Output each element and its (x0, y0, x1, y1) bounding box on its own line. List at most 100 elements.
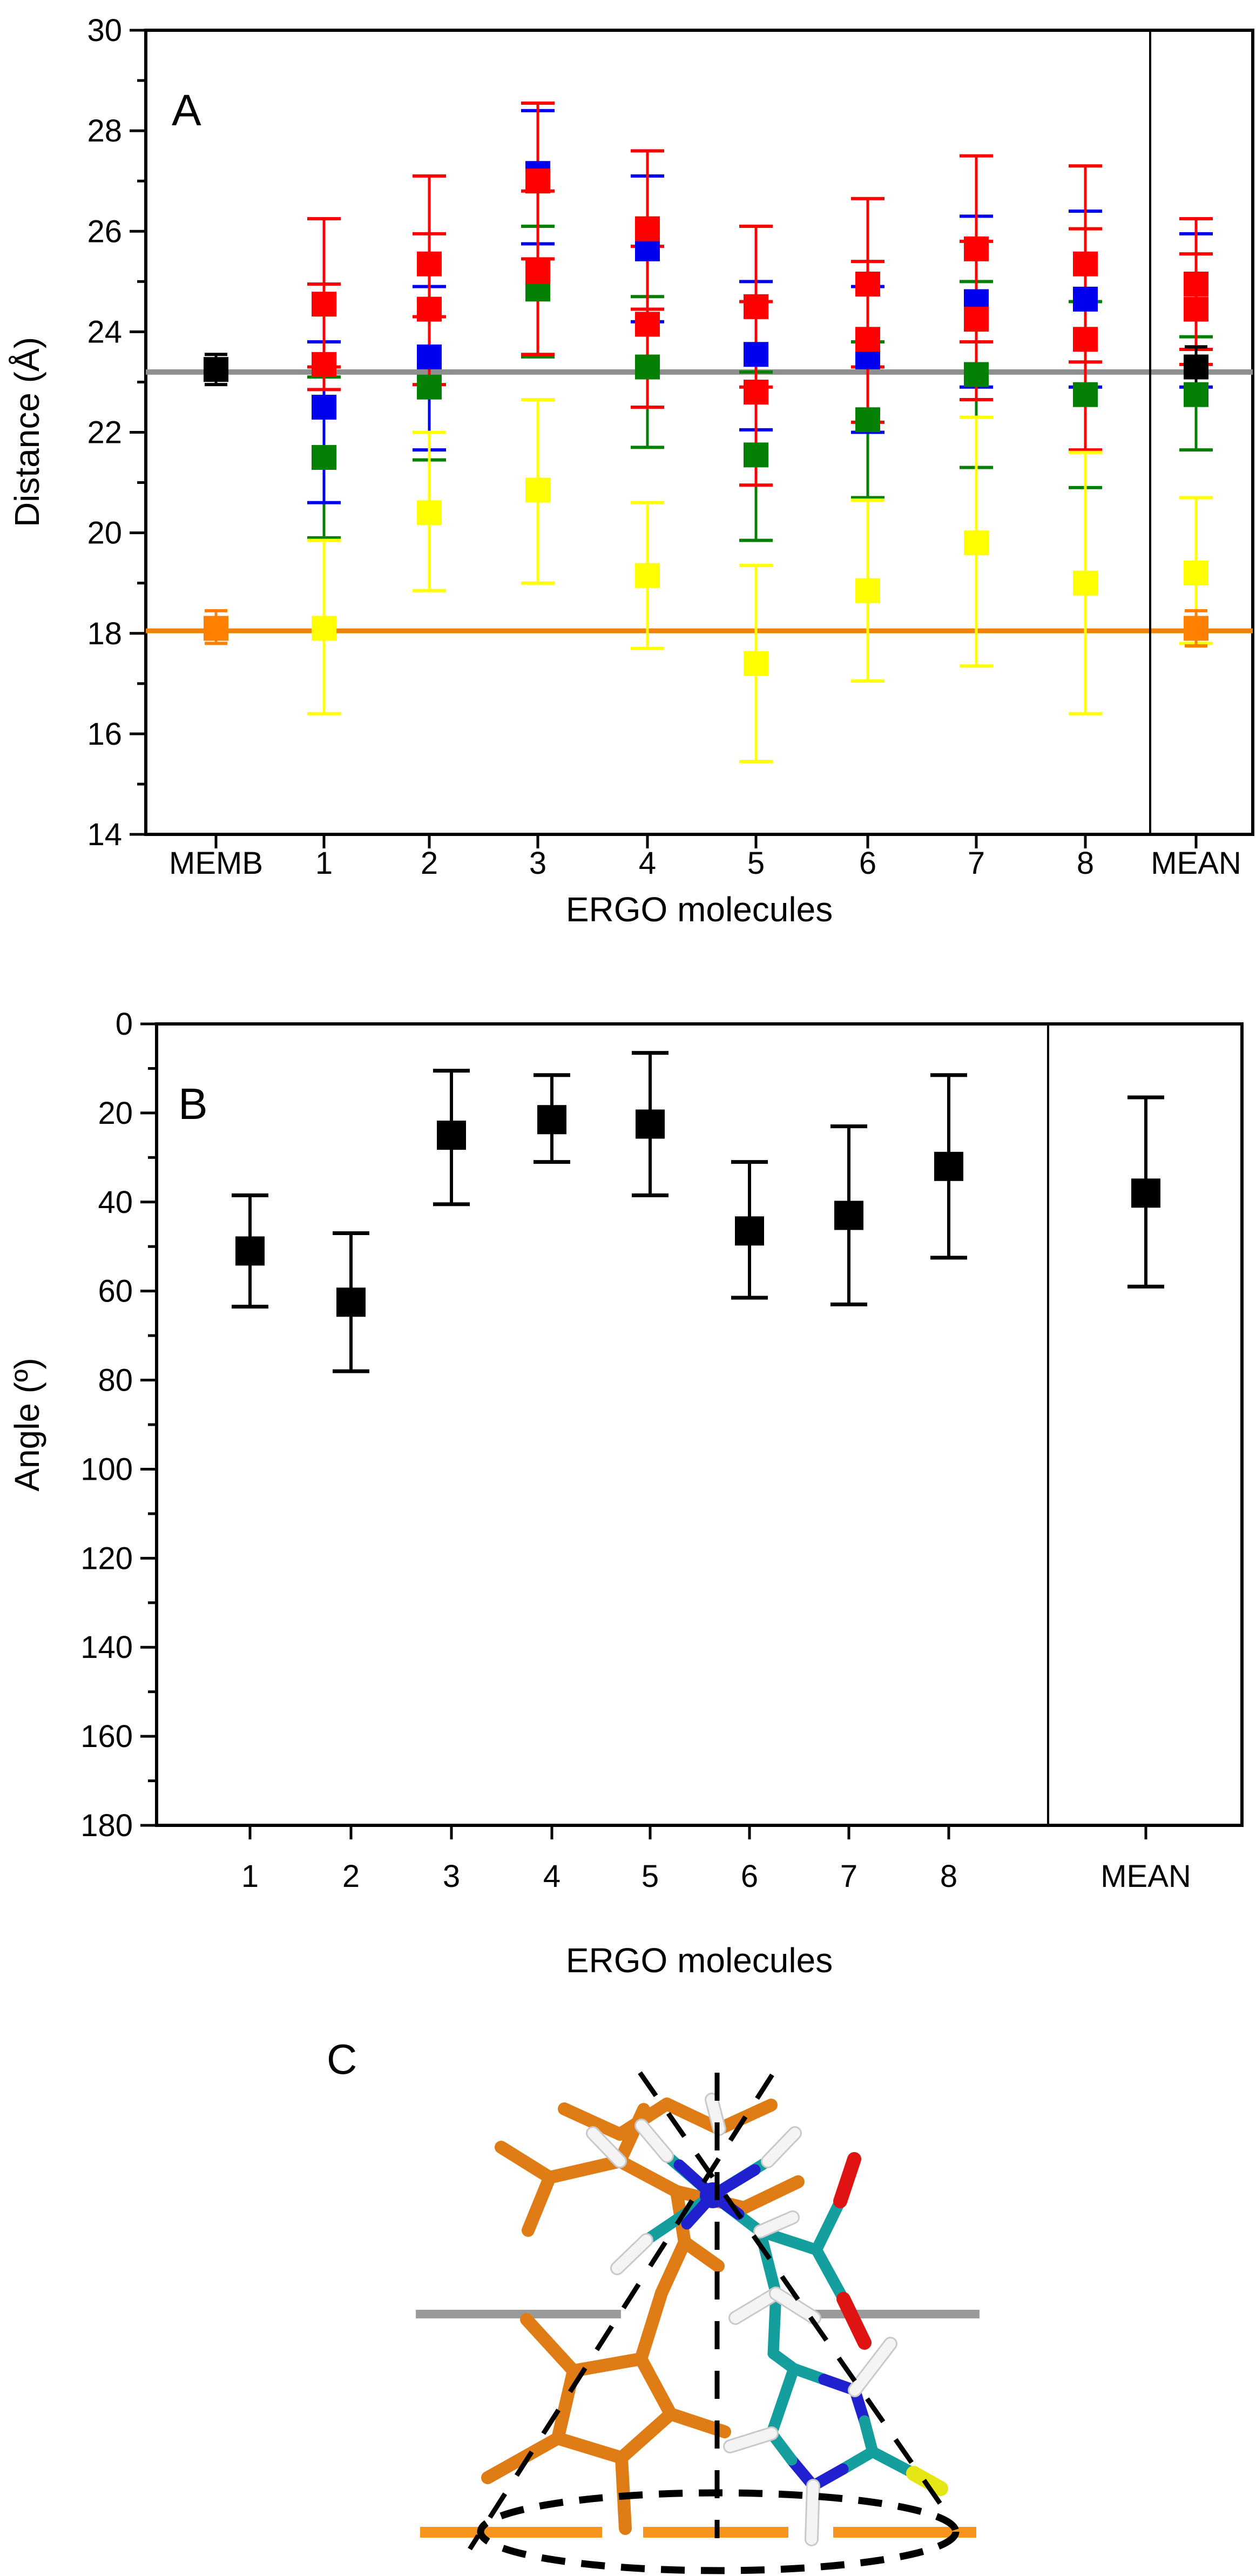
teal-molecule-stick (837, 2446, 879, 2475)
membrane-gray-bar (416, 2310, 621, 2318)
y-tick-label: 28 (87, 113, 122, 149)
data-point (855, 327, 880, 352)
data-point (312, 292, 336, 317)
y-tick-label: 60 (98, 1274, 133, 1309)
molecule-illustration (416, 2071, 980, 2574)
orange-molecule-stick (613, 2155, 683, 2198)
orange-molecule-stick (481, 2432, 564, 2484)
y-tick-label: 140 (80, 1630, 133, 1665)
data-point (1073, 570, 1098, 596)
x-tick-label: 2 (421, 846, 438, 881)
orange-molecule-stick (615, 2408, 677, 2464)
data-point (855, 271, 880, 296)
data-point (336, 1287, 366, 1317)
y-tick-label: 14 (87, 817, 122, 852)
orange-molecule-stick (634, 2287, 668, 2365)
y-tick-label: 20 (98, 1096, 133, 1131)
hydrogen-stick (755, 2212, 798, 2237)
data-point (312, 352, 336, 377)
data-point (964, 236, 989, 261)
data-point (417, 251, 442, 277)
data-point (1073, 286, 1098, 312)
x-tick-label: 7 (840, 1859, 857, 1894)
data-point (635, 216, 660, 241)
panel-a-plot: 14 16 18 20 22 24 26 28 30 MEMB 1 2 3 4 5 6 7 8 MEAN (87, 13, 1254, 881)
panel-c-label: C (327, 2035, 357, 2083)
y-tick-label: 120 (80, 1541, 133, 1576)
data-point (1184, 271, 1208, 296)
oxygen-stick (833, 2152, 861, 2208)
data-point (934, 1151, 963, 1181)
teal-molecule-stick (811, 2195, 846, 2256)
teal-molecule-stick (867, 2446, 920, 2479)
hydrogen-stick (636, 2120, 672, 2161)
data-point (1073, 251, 1098, 277)
data-point (312, 394, 336, 420)
teal-molecule-stick (766, 2363, 800, 2439)
data-point (1184, 382, 1208, 407)
orange-molecule-stick (551, 2364, 580, 2445)
teal-molecule-stick (767, 2288, 782, 2359)
panel-c: C (327, 2035, 980, 2574)
panel-a-xlabel: ERGO molecules (566, 890, 833, 929)
plot-frame (155, 1022, 1244, 1827)
data-point (964, 530, 989, 556)
x-tick-label: 4 (639, 846, 656, 881)
data-point (1184, 296, 1208, 322)
orange-molecule-stick (738, 2175, 805, 2214)
x-tick-label: 1 (315, 846, 333, 881)
cone-side-dashed-line (468, 2073, 774, 2551)
orange-molecule-stick (520, 2313, 580, 2377)
data-point (1073, 382, 1098, 407)
y-tick-label: 26 (87, 214, 122, 249)
y-tick-label: 40 (98, 1185, 133, 1220)
panel-b-xlabel: ERGO molecules (566, 1941, 833, 1980)
membrane-orange-bar (833, 2527, 976, 2538)
panel-b: B Angle (º) ERGO molecules 0 20 40 60 80 100 1… (8, 1007, 1244, 1980)
data-point (635, 563, 660, 588)
data-point (1131, 1178, 1160, 1208)
x-tick-label: 8 (1077, 846, 1094, 881)
hydrogen-stick (725, 2428, 777, 2452)
teal-molecule-stick (811, 2244, 849, 2305)
data-point (204, 616, 228, 641)
data-point (744, 380, 768, 405)
y-tick-label: 100 (80, 1452, 133, 1487)
cone-side-dashed-line (638, 2071, 951, 2518)
data-point (417, 374, 442, 400)
orange-molecule-stick (655, 2236, 691, 2299)
x-tick-label: 2 (342, 1859, 360, 1894)
data-point (964, 362, 989, 387)
x-tick-label: 3 (443, 1859, 460, 1894)
data-point (855, 407, 880, 433)
data-point (1184, 354, 1208, 380)
y-tick-label: 22 (87, 415, 122, 450)
data-point (834, 1201, 863, 1230)
panel-b-plot: 0 20 40 60 80 100 120 140 160 180 1 2 3 4 5 6 7 8 MEAN (80, 1007, 1244, 1894)
x-tick-label: 7 (968, 846, 985, 881)
y-tick-label: 0 (116, 1007, 133, 1042)
x-tick-label: 6 (741, 1859, 758, 1894)
x-tick-label: 5 (641, 1859, 659, 1894)
data-point (1073, 327, 1098, 352)
oxygen-stick (836, 2292, 872, 2350)
data-point (312, 445, 336, 470)
x-tick-label: 6 (859, 846, 876, 881)
data-point (735, 1216, 764, 1246)
data-point (537, 1105, 566, 1135)
x-tick-label: MEAN (1100, 1859, 1191, 1894)
panel-a: A Distance (Å) ERGO molecules 1416182022… (8, 13, 1254, 929)
y-tick-label: 18 (87, 616, 122, 651)
hydrogen-stick (806, 2480, 819, 2545)
hydrogen-stick (849, 2338, 896, 2396)
membrane-gray-bar (810, 2310, 980, 2318)
orange-molecule-stick (495, 2141, 556, 2184)
data-point (635, 312, 660, 337)
panel-a-ylabel: Distance (Å) (8, 337, 46, 527)
data-point (744, 442, 768, 468)
panel-b-label: B (178, 1080, 208, 1129)
data-point (417, 344, 442, 369)
data-point (855, 578, 880, 603)
